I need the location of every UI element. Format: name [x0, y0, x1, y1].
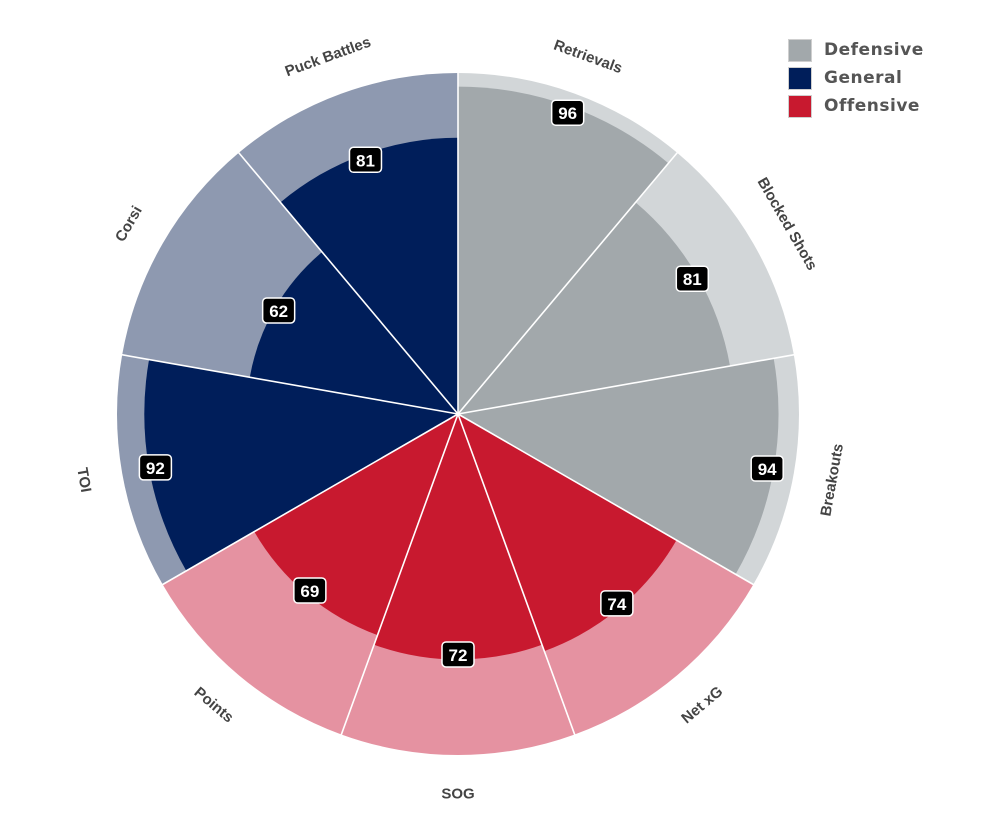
value-badge-box — [293, 577, 327, 604]
category-label-points: Points — [191, 684, 237, 726]
slice-bar-corsi — [249, 252, 458, 414]
legend: Defensive General Offensive — [788, 36, 924, 120]
slice-bar-sog — [374, 414, 542, 660]
slice-bar-blocked-shots — [458, 202, 731, 414]
value-badge-net-xg: 74 — [600, 590, 634, 617]
value-badge-puck-battles: 81 — [348, 146, 383, 174]
category-label-net-xg: Net xG — [678, 683, 726, 727]
value-badge-breakouts: 94 — [750, 455, 784, 482]
category-label-blocked-shots: Blocked Shots — [754, 175, 821, 274]
value-label-breakouts: 94 — [758, 460, 777, 479]
value-badge-retrievals: 96 — [550, 99, 585, 126]
legend-item-general: General — [788, 64, 924, 92]
value-badge-box — [550, 99, 585, 126]
legend-item-defensive: Defensive — [788, 36, 924, 64]
slice-bar-puck-battles — [280, 137, 458, 415]
value-label-retrievals: 96 — [558, 104, 577, 123]
category-label-retrievals: Retrievals — [551, 37, 624, 78]
legend-item-offensive: Offensive — [788, 92, 924, 120]
value-label-blocked-shots: 81 — [683, 270, 702, 289]
slice-separator — [339, 413, 459, 737]
value-badge-box — [600, 590, 634, 617]
slice-separator — [457, 150, 680, 415]
category-label-corsi: Corsi — [112, 203, 146, 245]
slice-separator — [160, 413, 459, 587]
slice-separator — [457, 413, 756, 587]
value-label-points: 69 — [300, 582, 319, 601]
legend-label-general: General — [824, 68, 903, 88]
slice-bar-breakouts — [458, 358, 779, 575]
value-label-net-xg: 74 — [607, 595, 626, 614]
slice-separator — [457, 413, 577, 737]
legend-swatch-general — [788, 66, 812, 90]
value-badge-box — [441, 641, 475, 668]
legend-label-defensive: Defensive — [824, 40, 924, 60]
value-badge-box — [261, 297, 296, 324]
value-badge-toi: 92 — [138, 454, 173, 481]
category-label-breakouts: Breakouts — [817, 442, 846, 517]
slice-separator — [236, 150, 459, 415]
legend-label-offensive: Offensive — [824, 96, 920, 116]
value-badge-box — [138, 454, 173, 481]
slice-bar-retrievals — [458, 86, 669, 414]
category-label-puck-battles: Puck Battles — [283, 34, 373, 81]
value-badge-blocked-shots: 81 — [675, 265, 710, 292]
value-badge-sog: 72 — [441, 641, 475, 668]
value-badge-box — [348, 146, 383, 174]
value-label-puck-battles: 81 — [356, 151, 375, 170]
slice-bar-toi — [144, 359, 459, 571]
value-badge-box — [750, 455, 784, 482]
slice-separator — [120, 353, 459, 415]
legend-swatch-offensive — [788, 94, 812, 118]
legend-swatch-defensive — [788, 38, 812, 62]
value-badge-points: 69 — [293, 577, 327, 604]
value-label-sog: 72 — [449, 646, 468, 665]
category-label-toi: TOI — [73, 466, 94, 493]
category-label-sog: SOG — [441, 786, 474, 803]
value-label-toi: 92 — [146, 459, 165, 478]
value-badge-corsi: 62 — [261, 297, 296, 324]
slice-separator — [457, 353, 796, 415]
value-badge-box — [675, 265, 710, 292]
value-label-corsi: 62 — [269, 302, 288, 321]
